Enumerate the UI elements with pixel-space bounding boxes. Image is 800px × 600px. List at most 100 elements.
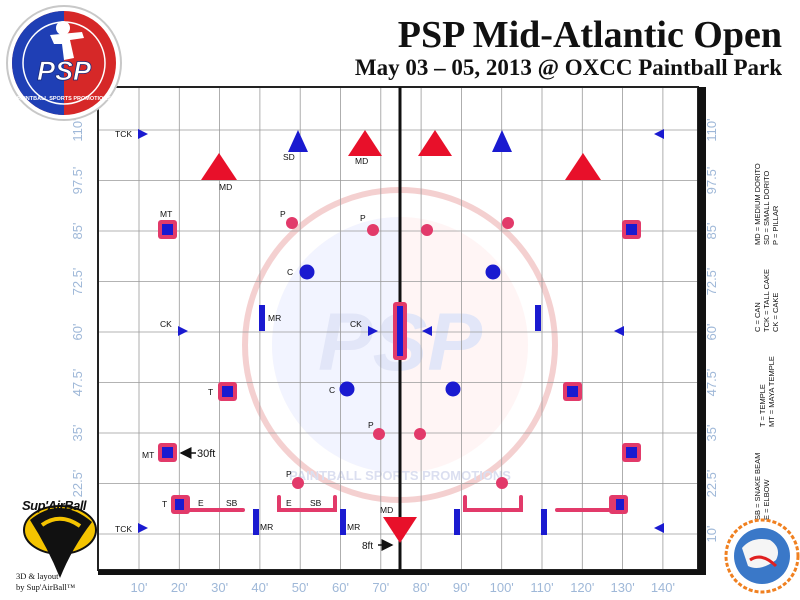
label-t: T: [208, 387, 213, 397]
tck-bunker: [138, 129, 148, 139]
mr-bunker: [259, 305, 265, 331]
mt-bunker: [158, 443, 177, 462]
ck-bunker: [368, 326, 378, 336]
p-bunker: [367, 224, 379, 236]
label-t: T: [162, 499, 167, 509]
p-bunker: [414, 428, 426, 440]
mr-bunker: [253, 509, 259, 535]
label-tck: TCK: [115, 129, 132, 139]
x-tick-label: 60': [332, 580, 349, 595]
elbow-bunker: [184, 495, 245, 512]
y-tick-label: 60': [704, 324, 719, 341]
y-tick-label: 47.5': [704, 369, 719, 397]
md-bunker: [565, 153, 601, 180]
x-tick-label: 30': [211, 580, 228, 595]
paintball-globe-logo: [724, 518, 800, 594]
legend-entry-mt: MT = MAYA TEMPLE: [767, 356, 776, 427]
label-md: MD: [380, 505, 393, 515]
md-bunker: [201, 153, 237, 180]
p-bunker: [421, 224, 433, 236]
page-title: PSP Mid-Atlantic Open: [397, 14, 782, 56]
x-axis-ticks: 10' 20' 30' 40' 50' 60' 70' 80' 90' 100' 110' 120' 1…: [131, 580, 675, 595]
page-subtitle: May 03 – 05, 2013 @ OXCC Paintball Park: [354, 55, 782, 80]
p-bunker: [502, 217, 514, 229]
y-tick-label: 10': [704, 526, 719, 543]
label-c: C: [287, 267, 293, 277]
legend-entry-sb: SB = SNAKE BEAM: [753, 453, 762, 520]
mr-bunker: [340, 509, 346, 535]
ck-bunker: [178, 326, 188, 336]
t-bunker: [563, 382, 582, 401]
tck-bunker: [654, 523, 664, 533]
y-tick-label: 35': [70, 425, 85, 442]
label-tck: TCK: [115, 524, 132, 534]
label-30ft: 30ft: [197, 448, 215, 460]
elbow-bunker: [555, 495, 616, 512]
logo-name: PSP: [37, 56, 92, 86]
label-8ft: 8ft: [362, 541, 373, 552]
c-bunker: [339, 381, 355, 397]
label-md: MD: [355, 156, 368, 166]
label-e: E: [198, 498, 204, 508]
md-bunker: [348, 130, 382, 156]
x-tick-label: 20': [171, 580, 188, 595]
label-mt: MT: [160, 209, 172, 219]
label-mr: MR: [268, 313, 281, 323]
mr-bunker: [454, 509, 460, 535]
y-tick-label: 110': [70, 118, 85, 141]
x-tick-label: 110': [530, 580, 553, 595]
supairball-logo: [23, 505, 97, 578]
field-shadow-right: [698, 87, 706, 575]
label-ck: CK: [350, 319, 362, 329]
y-axis-ticks-left: 10'22.5'35'47.5'60'72.5'85'97.5'110': [70, 118, 85, 542]
label-md: MD: [219, 182, 232, 192]
p-bunker: [292, 477, 304, 489]
y-tick-label: 97.5': [704, 167, 719, 195]
label-mt: MT: [142, 450, 154, 460]
label-ck: CK: [160, 319, 172, 329]
t-bunker: [218, 382, 237, 401]
credit-line: 3D & layout: [16, 571, 59, 581]
center-bunker: [393, 302, 407, 360]
x-tick-label: 40': [251, 580, 268, 595]
c-bunker: [485, 264, 501, 280]
legend-entry-md: MD = MEDIUM DORITO: [753, 163, 762, 245]
x-tick-label: 80': [413, 580, 430, 595]
legend-entry-c: C = CAN: [753, 302, 762, 332]
mt-bunker: [622, 443, 641, 462]
ck-bunker: [422, 326, 432, 336]
y-tick-label: 110': [704, 118, 719, 141]
legend-entry-e: E = ELBOW: [762, 478, 771, 520]
elbow-bunker: [463, 495, 523, 512]
md-bunker: [418, 130, 452, 156]
p-bunker: [286, 217, 298, 229]
p-bunker: [373, 428, 385, 440]
y-tick-label: 85': [70, 223, 85, 240]
legend-entry-p: P = PILLAR: [771, 205, 780, 245]
label-sd: SD: [283, 152, 295, 162]
y-tick-label: 22.5': [704, 470, 719, 498]
y-tick-label: 97.5': [70, 167, 85, 195]
p-bunker: [496, 477, 508, 489]
mr-bunker: [535, 305, 541, 331]
tck-bunker: [138, 523, 148, 533]
mt-bunker: [622, 220, 641, 239]
legend-entry-tck: TCK = TALL CAKE: [762, 269, 771, 332]
legend-entry-ck: CK = CAKE: [771, 293, 780, 332]
x-tick-label: 100': [490, 580, 514, 595]
y-tick-label: 22.5': [70, 470, 85, 498]
legend-entry-sd: SD = SMALL DORITO: [762, 170, 771, 245]
tck-bunker: [654, 129, 664, 139]
label-p: P: [360, 213, 366, 223]
mt-bunker: [158, 220, 177, 239]
field-shadow-bottom: [98, 570, 706, 575]
player-silhouette-icon: [50, 21, 84, 60]
x-tick-label: 120': [570, 580, 594, 595]
x-tick-label: 140': [651, 580, 675, 595]
sd-bunker: [288, 130, 308, 152]
label-mr: MR: [347, 522, 360, 532]
label-sb: SB: [310, 498, 322, 508]
y-tick-label: 85': [704, 223, 719, 240]
legend-entry-t: T = TEMPLE: [758, 384, 767, 427]
